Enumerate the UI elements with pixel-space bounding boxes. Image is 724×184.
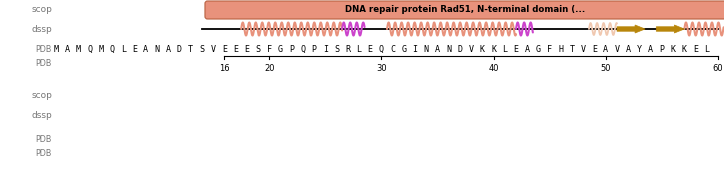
Text: P: P [289,45,294,54]
Text: Q: Q [109,45,114,54]
Text: DNA repair protein Rad51, N-terminal domain (...: DNA repair protein Rad51, N-terminal dom… [345,6,586,15]
Text: L: L [502,45,508,54]
Text: A: A [648,45,653,54]
Text: P: P [311,45,316,54]
Text: V: V [615,45,620,54]
Text: PDB: PDB [35,135,52,144]
Text: S: S [256,45,261,54]
Text: L: L [121,45,126,54]
Text: E: E [592,45,597,54]
Text: PDB: PDB [35,59,52,68]
Text: P: P [660,45,665,54]
Text: E: E [222,45,227,54]
Text: M: M [98,45,104,54]
Text: D: D [458,45,463,54]
Text: N: N [154,45,159,54]
Text: dssp: dssp [31,111,52,119]
Text: C: C [390,45,395,54]
Text: F: F [547,45,552,54]
Text: 16: 16 [219,64,230,73]
Text: G: G [278,45,283,54]
Text: 20: 20 [264,64,274,73]
Text: K: K [480,45,485,54]
Text: E: E [693,45,698,54]
Text: M: M [76,45,81,54]
Text: scop: scop [31,6,52,15]
Text: E: E [132,45,137,54]
Text: A: A [166,45,171,54]
Text: L: L [704,45,710,54]
Polygon shape [656,25,684,33]
Text: T: T [188,45,193,54]
Text: L: L [356,45,361,54]
Text: D: D [177,45,182,54]
Text: K: K [670,45,675,54]
Text: E: E [233,45,238,54]
Text: G: G [401,45,406,54]
Text: E: E [513,45,518,54]
Text: I: I [413,45,418,54]
Text: V: V [211,45,216,54]
Text: T: T [570,45,575,54]
Text: A: A [143,45,148,54]
Text: H: H [558,45,563,54]
Text: N: N [446,45,451,54]
Text: F: F [266,45,272,54]
Text: 40: 40 [489,64,499,73]
Text: Q: Q [87,45,92,54]
Text: 30: 30 [376,64,387,73]
Text: V: V [468,45,473,54]
Text: Q: Q [300,45,306,54]
Text: scop: scop [31,91,52,100]
Text: I: I [323,45,328,54]
Text: V: V [581,45,586,54]
Text: M: M [54,45,59,54]
Text: K: K [682,45,687,54]
Text: Q: Q [379,45,384,54]
Text: PDB: PDB [35,45,52,54]
Text: A: A [603,45,608,54]
Polygon shape [617,25,645,33]
Text: dssp: dssp [31,24,52,33]
Text: 50: 50 [600,64,611,73]
Text: E: E [244,45,249,54]
Text: A: A [525,45,530,54]
Text: S: S [199,45,204,54]
Text: R: R [345,45,350,54]
Text: N: N [424,45,429,54]
Text: A: A [64,45,70,54]
Text: PDB: PDB [35,149,52,158]
Text: Y: Y [637,45,642,54]
Text: A: A [626,45,631,54]
Text: G: G [536,45,541,54]
Text: K: K [491,45,496,54]
Text: A: A [435,45,440,54]
FancyBboxPatch shape [205,1,724,19]
Text: S: S [334,45,339,54]
Text: E: E [368,45,373,54]
Text: 60: 60 [712,64,723,73]
